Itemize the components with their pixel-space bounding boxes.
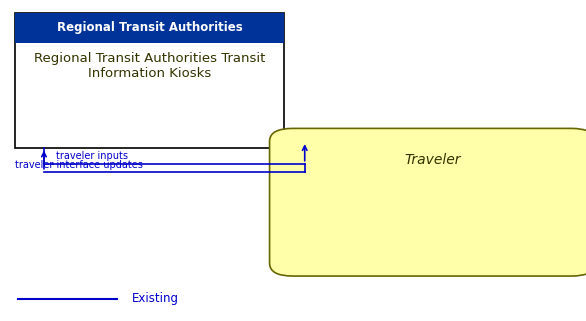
Text: Traveler: Traveler <box>404 153 461 168</box>
FancyBboxPatch shape <box>15 13 284 42</box>
FancyBboxPatch shape <box>15 13 284 148</box>
Text: traveler inputs: traveler inputs <box>56 151 128 161</box>
Text: Regional Transit Authorities: Regional Transit Authorities <box>57 21 242 34</box>
Text: traveler interface updates: traveler interface updates <box>15 160 142 170</box>
Text: Regional Transit Authorities Transit
Information Kiosks: Regional Transit Authorities Transit Inf… <box>34 52 265 80</box>
FancyBboxPatch shape <box>270 128 586 276</box>
Text: Existing: Existing <box>132 292 179 305</box>
